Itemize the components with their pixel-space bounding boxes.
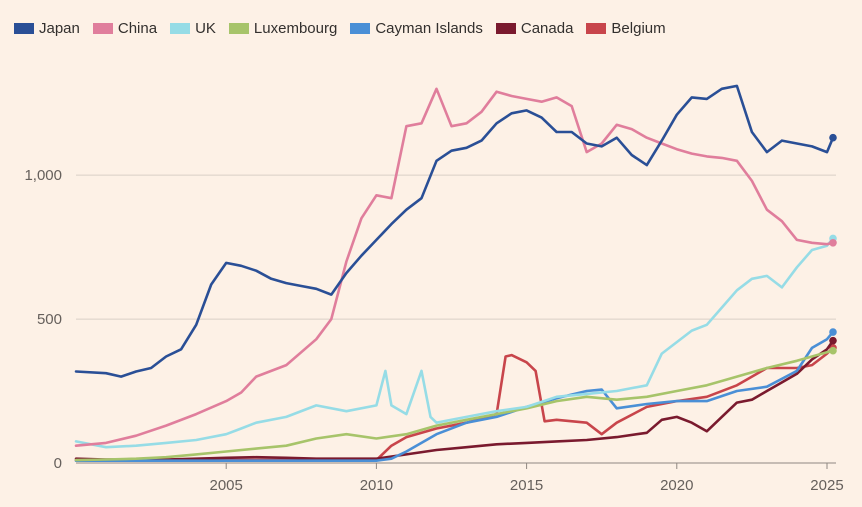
legend-swatch — [170, 23, 191, 34]
series-line-china — [74, 87, 835, 447]
legend-label: China — [117, 20, 158, 37]
legend-item-luxembourg: Luxembourg — [228, 20, 338, 37]
series-end-dot-luxembourg — [829, 346, 837, 355]
x-tick-label: 2025 — [810, 477, 843, 494]
y-tick-label: 1,000 — [24, 167, 62, 184]
series-end-dot-cayman-islands — [829, 328, 837, 336]
legend-swatch — [228, 23, 249, 34]
series-line-japan — [74, 84, 835, 378]
legend-item-canada: Canada — [495, 20, 574, 37]
legend-label: Japan — [39, 20, 80, 37]
x-tick-label: 2005 — [210, 477, 243, 494]
legend: Japan China UK Luxembourg Cayman Islands Cana… — [14, 20, 679, 37]
legend-label: Luxembourg — [253, 20, 338, 37]
legend-label: Belgium — [611, 20, 666, 37]
series-end-dot-japan — [829, 133, 837, 142]
legend-label: UK — [195, 20, 216, 37]
legend-item-japan: Japan — [14, 20, 80, 37]
legend-item-belgium: Belgium — [586, 20, 666, 37]
legend-swatch — [92, 23, 113, 34]
series-line-luxembourg — [74, 349, 835, 462]
series-line-uk — [74, 237, 835, 449]
legend-label: Canada — [520, 20, 574, 37]
y-axis: 0 500 1,000 — [24, 167, 62, 472]
series-line-cayman-islands — [74, 330, 835, 462]
legend-swatch — [495, 23, 516, 34]
legend-swatch — [350, 23, 371, 34]
y-tick-label: 500 — [37, 311, 62, 328]
x-tick-label: 2020 — [660, 477, 693, 494]
series-lines — [74, 84, 837, 462]
series-end-dot-canada — [829, 336, 837, 345]
series-end-dot-china — [829, 238, 837, 247]
legend-swatch — [586, 23, 607, 34]
legend-swatch — [14, 23, 34, 34]
x-tick-label: 2015 — [510, 477, 543, 494]
legend-item-china: China — [92, 20, 158, 37]
x-axis: 2005 2010 2015 2020 2025 — [210, 463, 844, 494]
y-tick-label: 0 — [54, 455, 62, 472]
series-line-belgium — [74, 346, 835, 462]
x-tick-label: 2010 — [360, 477, 393, 494]
legend-item-uk: UK — [170, 20, 216, 37]
gridlines — [76, 174, 836, 464]
legend-label: Cayman Islands — [375, 20, 483, 37]
series-line-canada — [74, 339, 835, 461]
legend-item-cayman-islands: Cayman Islands — [350, 20, 483, 37]
